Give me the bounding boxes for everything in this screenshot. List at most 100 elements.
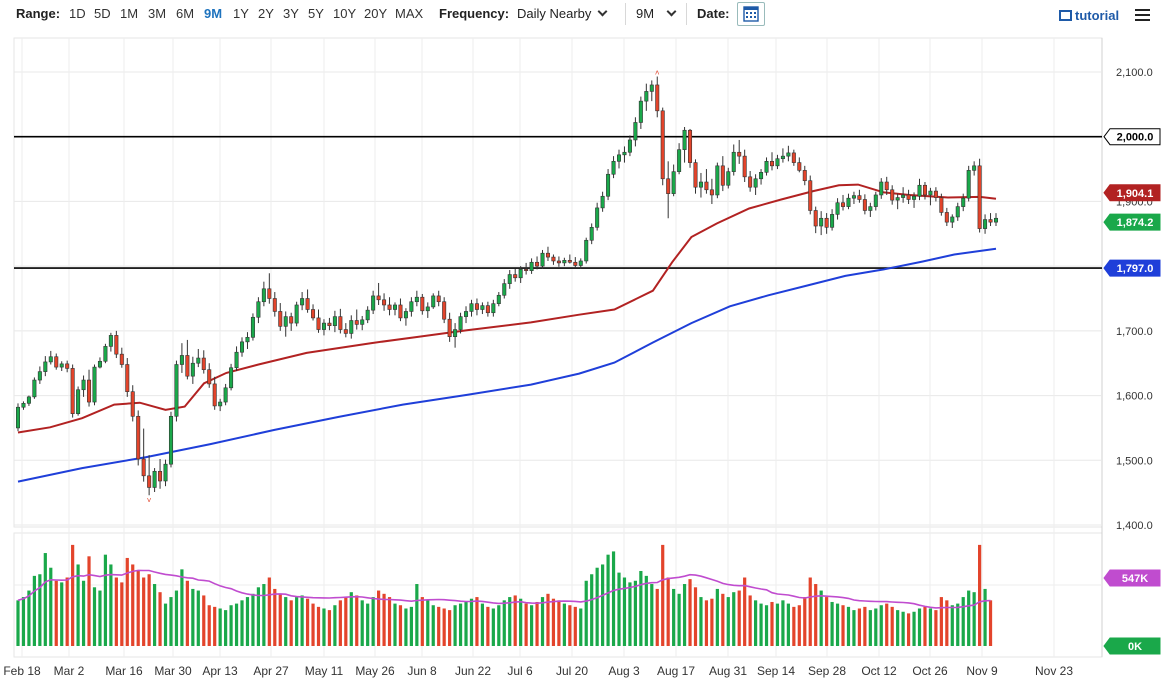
volume-bar <box>327 610 332 646</box>
range-button-max[interactable]: MAX <box>395 6 424 21</box>
separator <box>686 3 687 25</box>
volume-bar <box>535 601 539 646</box>
candle <box>660 107 665 186</box>
candle <box>769 152 774 171</box>
candle <box>835 198 840 220</box>
period-dropdown[interactable]: 9M <box>636 6 677 21</box>
hamburger-menu-icon[interactable] <box>1135 9 1150 21</box>
candle-body <box>491 303 496 314</box>
range-button-10y[interactable]: 10Y <box>333 6 357 21</box>
range-button-2y[interactable]: 2Y <box>258 6 274 21</box>
candle <box>316 309 321 333</box>
price-badge-label: 1,904.1 <box>1117 188 1154 200</box>
volume-bar <box>202 595 206 646</box>
candle <box>917 178 922 201</box>
candle-body <box>234 351 239 369</box>
candle <box>983 214 988 234</box>
candle-body <box>879 181 884 196</box>
candle <box>677 143 682 175</box>
candle <box>933 187 938 202</box>
candle-body <box>398 304 403 319</box>
candle-body <box>469 303 474 312</box>
volume-bar <box>579 608 583 646</box>
volume-bar <box>753 600 758 646</box>
volume-bar <box>267 577 271 646</box>
volume-bar <box>590 574 594 646</box>
candlesticks: ˄˅ <box>15 69 998 505</box>
range-button-1y[interactable]: 1Y <box>233 6 249 21</box>
frequency-dropdown[interactable]: Daily Nearby <box>517 6 608 21</box>
candle <box>622 146 627 163</box>
candle-body <box>786 152 791 157</box>
range-button-9m[interactable]: 9M <box>204 6 223 21</box>
volume-bar <box>218 608 222 646</box>
volume-badge: 547K <box>1103 569 1161 587</box>
range-button-3m[interactable]: 3M <box>148 6 167 21</box>
candle <box>682 127 687 163</box>
candle <box>857 189 862 203</box>
tutorial-link[interactable]: tutorial <box>1059 8 1119 23</box>
volume-bar <box>404 608 408 646</box>
candle-body <box>830 214 835 228</box>
candle-body <box>458 316 463 330</box>
candle <box>425 302 430 318</box>
candle <box>649 80 654 102</box>
candle-body <box>802 170 807 182</box>
candle <box>633 117 638 147</box>
candle <box>382 293 387 311</box>
candle-body <box>912 195 917 200</box>
volume-bar <box>398 605 403 646</box>
volume-bar <box>142 577 146 646</box>
volume-bar <box>125 557 129 646</box>
tutorial-label: tutorial <box>1075 8 1120 23</box>
candle <box>190 356 195 384</box>
volume-bar <box>71 544 75 646</box>
candle-body <box>59 363 64 368</box>
candle-body <box>343 329 348 334</box>
candle <box>327 317 332 331</box>
volume-bar <box>956 603 960 646</box>
volume-bar <box>595 567 599 646</box>
range-button-3y[interactable]: 3Y <box>283 6 299 21</box>
candle-body <box>267 288 272 299</box>
range-button-5d[interactable]: 5D <box>94 6 111 21</box>
range-button-1d[interactable]: 1D <box>69 6 86 21</box>
y-tick-label: 1,700.0 <box>1116 326 1153 338</box>
range-button-20y[interactable]: 20Y <box>364 6 388 21</box>
candle-body <box>403 311 408 319</box>
range-button-6m[interactable]: 6M <box>176 6 195 21</box>
candle <box>791 149 796 166</box>
candle <box>453 323 458 348</box>
candle-body <box>130 391 135 417</box>
candle-body <box>688 129 693 163</box>
volume-bar <box>764 605 769 646</box>
candle <box>431 293 436 309</box>
volume-bar <box>934 610 938 646</box>
range-button-1m[interactable]: 1M <box>120 6 139 21</box>
frequency-value: Daily Nearby <box>517 6 592 21</box>
candle-body <box>993 217 998 223</box>
candle <box>474 298 479 316</box>
candle <box>764 157 769 176</box>
calendar-icon[interactable] <box>737 2 765 26</box>
candle-body <box>966 170 971 199</box>
candle <box>376 282 381 305</box>
volume-bar <box>513 595 517 646</box>
candle <box>332 310 337 333</box>
candle-body <box>545 252 550 258</box>
candle <box>125 358 130 397</box>
candle-body <box>890 189 895 201</box>
candle-body <box>857 195 862 200</box>
candle <box>174 360 179 422</box>
candle <box>414 290 419 307</box>
candle <box>786 145 791 162</box>
candle-body <box>884 181 889 191</box>
candle <box>502 279 507 299</box>
candle <box>141 428 146 482</box>
volume-bar <box>316 606 321 646</box>
candle-body <box>376 295 381 301</box>
range-button-5y[interactable]: 5Y <box>308 6 324 21</box>
volume-bar <box>961 597 965 646</box>
volume-bar <box>699 597 703 646</box>
